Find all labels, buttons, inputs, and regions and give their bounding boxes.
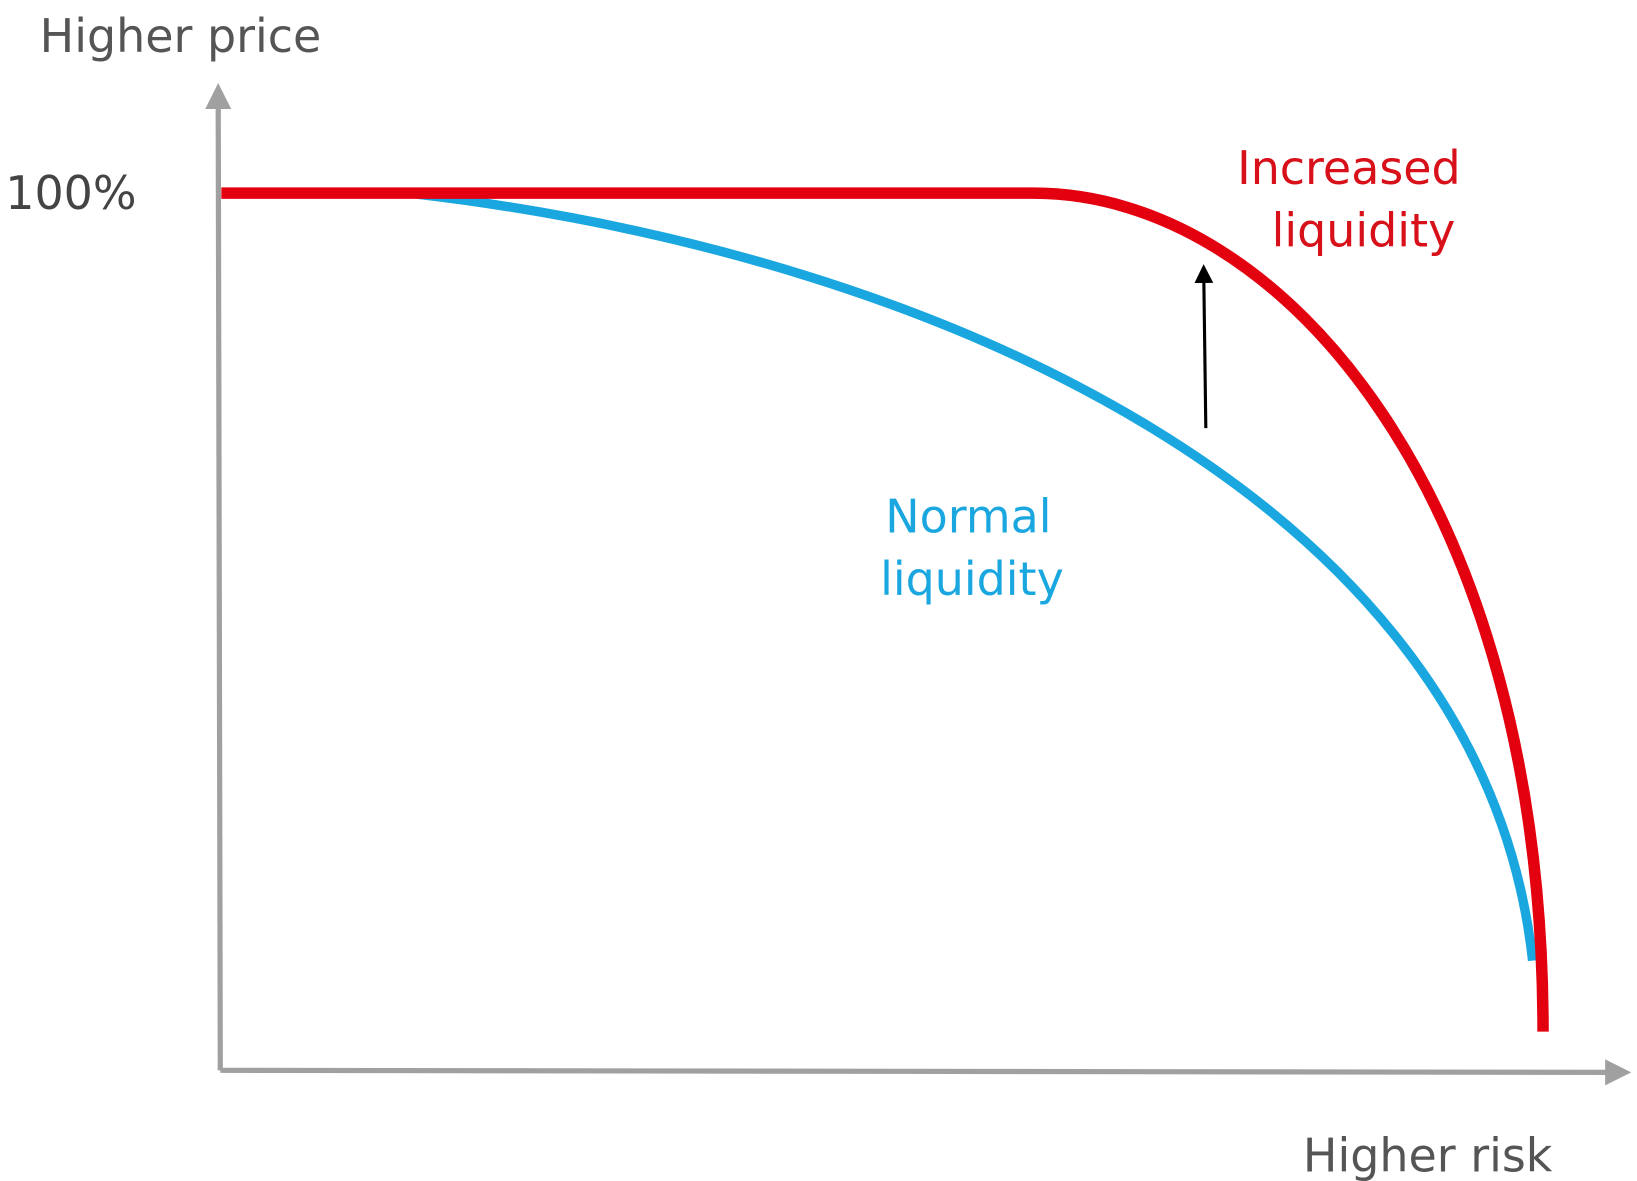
curve-label: liquidity bbox=[880, 552, 1064, 606]
curve-label: liquidity bbox=[1272, 203, 1456, 257]
normal-liquidity-curve bbox=[417, 189, 1538, 962]
y-axis-label: Higher price bbox=[40, 9, 322, 63]
shift-arrow bbox=[1194, 264, 1214, 429]
y-axis bbox=[205, 83, 232, 1071]
y-tick-label: 100% bbox=[5, 166, 136, 220]
curve-label: Increased bbox=[1237, 141, 1461, 195]
increased-liquidity-curve bbox=[221, 187, 1549, 1032]
x-axis-label: Higher risk bbox=[1303, 1129, 1553, 1181]
curve-label: Normal bbox=[885, 490, 1051, 544]
x-axis bbox=[220, 1059, 1632, 1086]
